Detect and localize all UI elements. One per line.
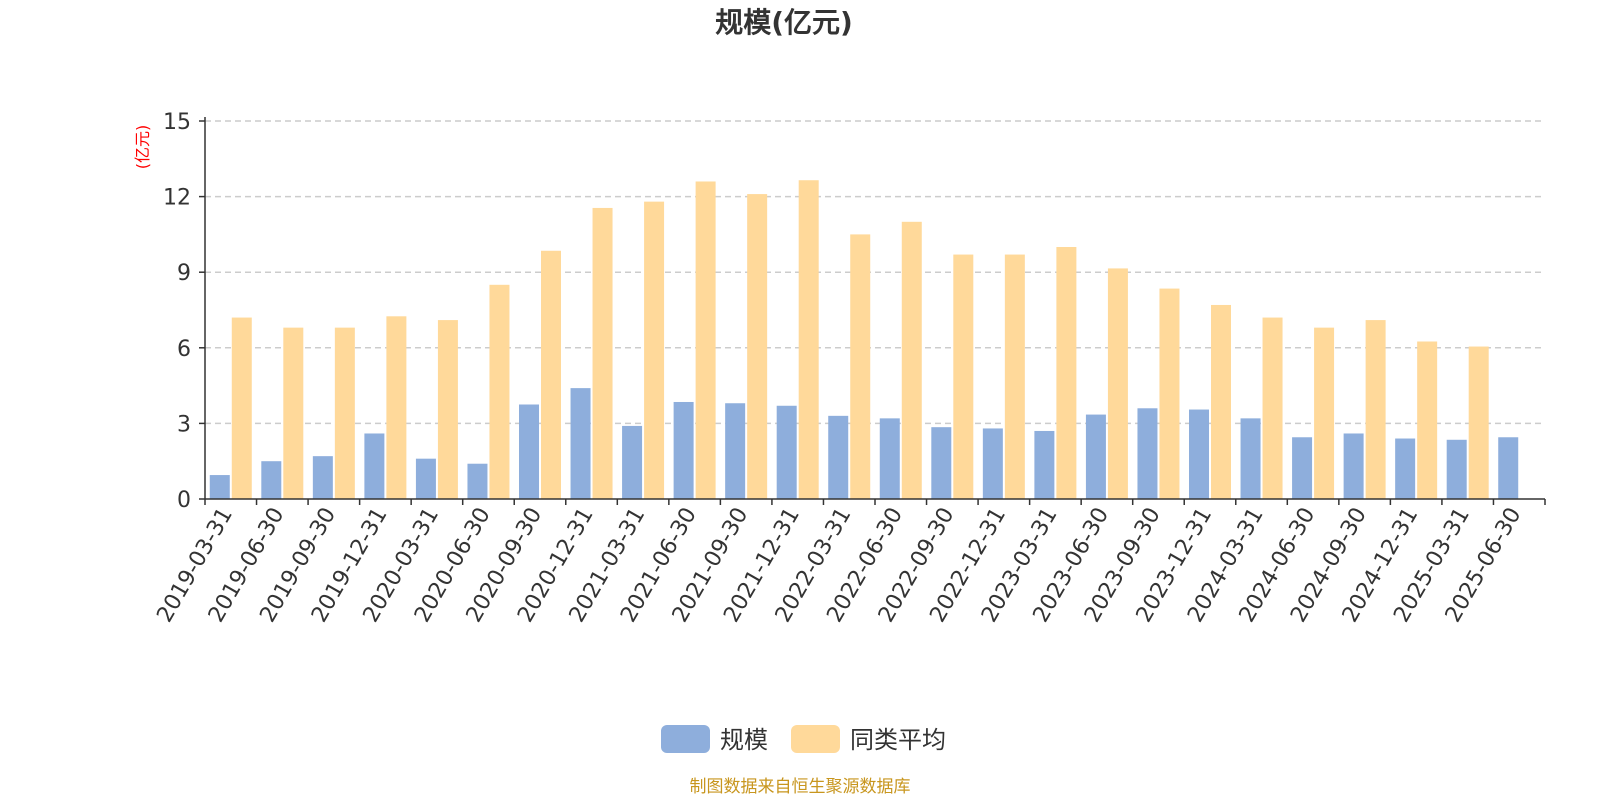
bar-scale: [209, 475, 230, 499]
bar-peer-average: [1468, 346, 1489, 499]
y-axis-ticks: 0 3 6 9 12 15: [163, 110, 191, 513]
bar-scale: [261, 461, 282, 499]
y-tick-label: 3: [177, 412, 191, 437]
legend-label: 同类平均: [850, 726, 946, 754]
bar-scale: [1343, 433, 1364, 499]
bar-scale: [1292, 437, 1313, 499]
y-tick-label: 6: [177, 337, 191, 362]
bar-peer-average: [541, 250, 561, 499]
source-note: 制图数据来自恒生聚源数据库: [690, 777, 911, 797]
axes: [199, 117, 1546, 505]
x-axis-ticks: 2019-03-312019-06-302019-09-302019-12-31…: [152, 503, 1526, 626]
bar-scale: [1137, 408, 1158, 499]
bar-peer-average: [386, 316, 407, 499]
bar-scale: [312, 456, 333, 499]
bar-peer-average: [1211, 304, 1231, 499]
bar-scale: [725, 403, 746, 499]
bars: [209, 180, 1519, 500]
legend-item-scale[interactable]: 规模: [661, 725, 768, 754]
bar-scale: [982, 428, 1003, 499]
bar-scale: [467, 463, 488, 499]
bar-scale: [1446, 439, 1467, 499]
bar-scale: [570, 388, 591, 499]
y-tick-label: 9: [177, 261, 191, 286]
bar-peer-average: [334, 327, 355, 499]
y-tick-label: 0: [177, 488, 191, 513]
bar-peer-average: [231, 317, 252, 499]
bar-peer-average: [489, 284, 510, 499]
y-tick-label: 12: [163, 186, 191, 211]
y-axis-unit-label: (亿元): [133, 125, 152, 170]
bar-scale: [931, 427, 952, 499]
legend[interactable]: 规模 同类平均: [661, 725, 946, 754]
chart-title: 规模(亿元): [715, 6, 853, 39]
bar-peer-average: [1262, 317, 1283, 499]
bar-peer-average: [798, 180, 819, 499]
bar-scale: [1498, 437, 1519, 499]
legend-label: 规模: [720, 726, 768, 754]
bar-scale: [364, 433, 385, 499]
bar-peer-average: [901, 221, 922, 500]
bar-peer-average: [592, 207, 613, 499]
bar-scale: [1034, 430, 1055, 499]
bar-scale: [1395, 438, 1416, 499]
bar-peer-average: [1417, 341, 1438, 499]
gridlines: [205, 120, 1545, 425]
bar-peer-average: [850, 234, 871, 499]
bar-peer-average: [1159, 288, 1180, 499]
bar-scale: [415, 458, 436, 499]
bar-peer-average: [1056, 247, 1077, 499]
legend-swatch: [661, 725, 710, 753]
bar-scale: [1189, 409, 1209, 499]
bar-peer-average: [1107, 268, 1128, 499]
bar-scale: [673, 401, 694, 499]
bar-peer-average: [1004, 254, 1025, 499]
bar-scale: [828, 415, 849, 499]
bar-scale: [519, 404, 539, 499]
legend-item-peer-average[interactable]: 同类平均: [791, 725, 946, 754]
bar-scale: [622, 425, 643, 499]
bar-peer-average: [747, 194, 768, 499]
bar-peer-average: [644, 201, 665, 499]
legend-swatch: [791, 725, 840, 753]
bar-scale: [776, 405, 797, 499]
bar-peer-average: [1365, 320, 1386, 499]
bar-peer-average: [953, 254, 974, 499]
bar-scale: [1085, 414, 1106, 499]
y-tick-label: 15: [163, 110, 191, 135]
bar-peer-average: [437, 320, 458, 499]
bar-peer-average: [1314, 327, 1335, 499]
bar-scale: [1240, 418, 1261, 499]
bar-scale: [879, 418, 900, 499]
bar-peer-average: [283, 327, 304, 499]
bar-peer-average: [695, 181, 716, 500]
